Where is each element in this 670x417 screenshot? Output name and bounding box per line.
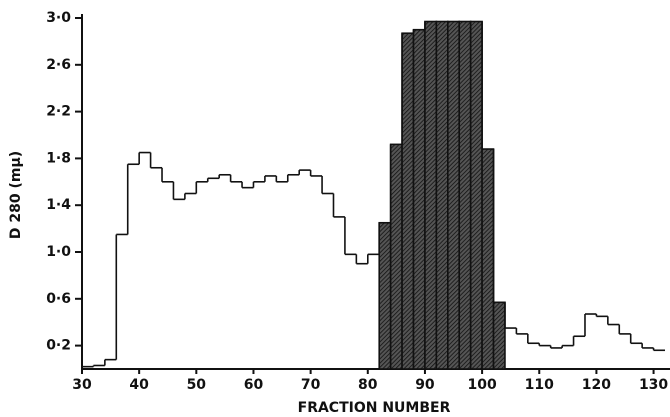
highlighted-bar [492, 301, 506, 370]
highlighted-bar [424, 20, 438, 370]
x-axis-label: FRACTION NUMBER [298, 400, 451, 416]
y-tick-label: 1·4 [46, 197, 71, 213]
highlighted-bar [412, 28, 426, 370]
highlighted-bar [401, 32, 415, 370]
highlighted-bar [447, 20, 461, 370]
x-tick-label: 100 [467, 377, 496, 393]
y-tick-label: 0·2 [46, 338, 71, 354]
highlighted-bar [469, 20, 483, 370]
highlighted-bar [389, 143, 403, 370]
x-tick-label: 110 [525, 377, 554, 393]
y-tick-label: 1·8 [46, 150, 71, 166]
highlighted-bar [378, 221, 392, 370]
x-tick-label: 60 [244, 377, 264, 393]
y-axis-label: D 280 (mμ) [8, 151, 24, 239]
x-tick-label: 120 [582, 377, 611, 393]
x-tick-label: 70 [301, 377, 321, 393]
highlighted-bar [435, 20, 449, 370]
x-tick-label: 130 [639, 377, 668, 393]
x-tick-label: 90 [415, 377, 435, 393]
y-tick-label: 1·0 [46, 244, 71, 260]
x-tick-label: 80 [358, 377, 378, 393]
highlighted-bar [481, 148, 495, 370]
y-tick-label: 2·6 [46, 57, 71, 73]
y-tick-label: 2·2 [46, 104, 71, 120]
y-tick-label: 3·0 [46, 10, 71, 26]
highlighted-bar [458, 20, 472, 370]
x-tick-label: 30 [72, 377, 92, 393]
y-tick-label: 0·6 [46, 291, 71, 307]
x-tick-label: 50 [187, 377, 207, 393]
x-tick-label: 40 [129, 377, 149, 393]
